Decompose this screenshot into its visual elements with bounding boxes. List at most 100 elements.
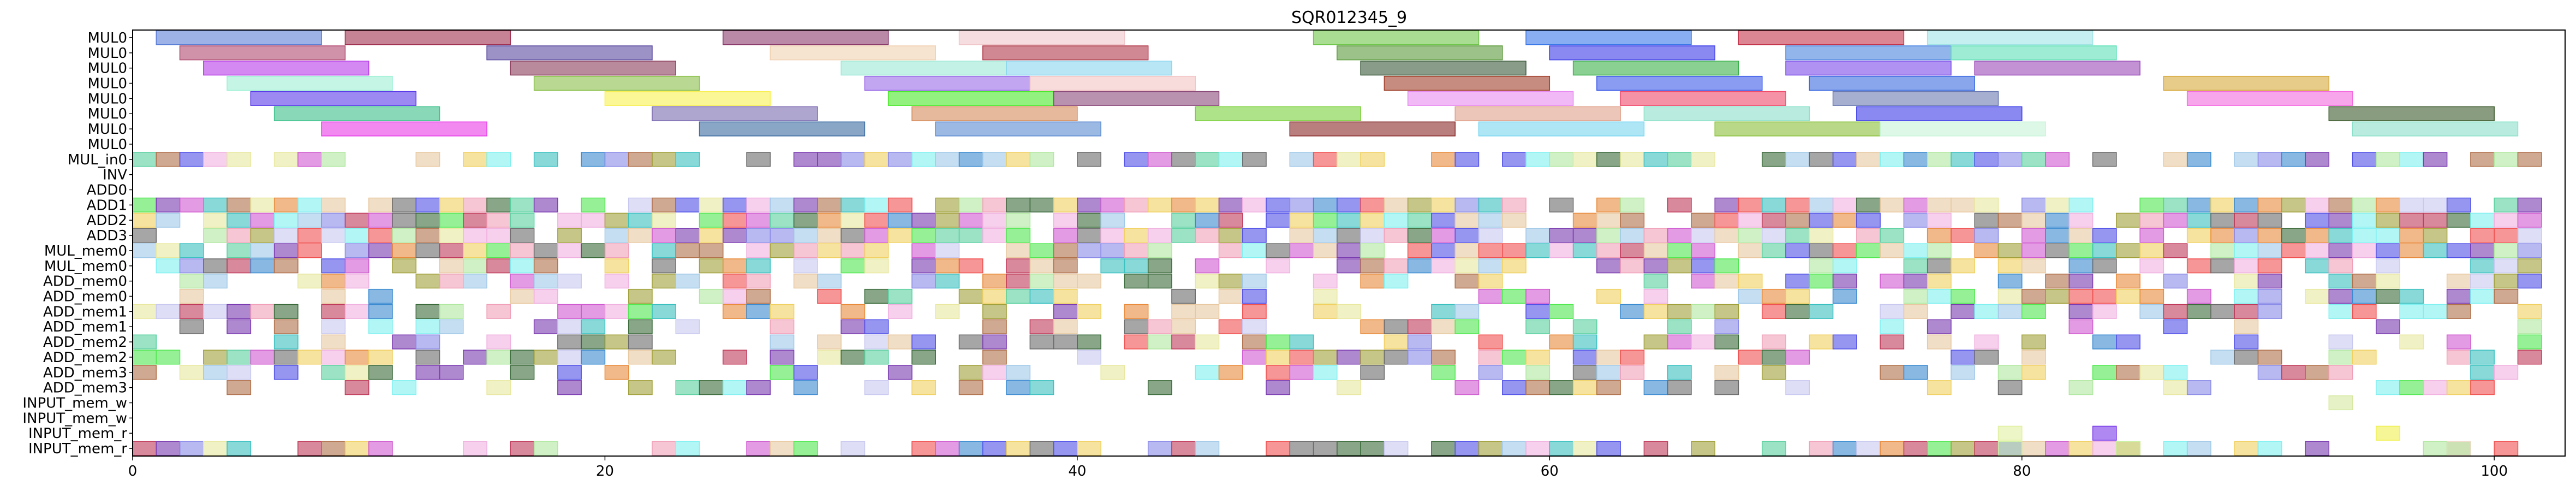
gantt-cell: [935, 258, 960, 274]
gantt-cell: [982, 228, 1007, 243]
gantt-cell: [2423, 243, 2448, 258]
gantt-cell: [864, 288, 889, 304]
gantt-bar: [1407, 91, 1574, 106]
gantt-cell: [1360, 258, 1385, 274]
gantt-cell: [1525, 319, 1551, 334]
y-tick-label: ADD0: [87, 182, 127, 199]
gantt-cell: [1289, 334, 1314, 350]
gantt-cell: [2328, 258, 2353, 274]
gantt-cell: [1903, 274, 1928, 289]
gantt-cell: [2517, 197, 2542, 212]
gantt-cell: [2376, 274, 2400, 289]
gantt-cell: [887, 304, 913, 319]
gantt-cell: [864, 212, 889, 228]
gantt-cell: [1951, 365, 1975, 380]
gantt-cell: [2470, 288, 2495, 304]
gantt-cell: [2139, 212, 2164, 228]
gantt-cell: [1360, 441, 1385, 456]
gantt-cell: [203, 365, 228, 380]
gantt-cell: [2186, 380, 2211, 395]
gantt-cell: [2494, 258, 2519, 274]
gantt-cell: [2234, 288, 2259, 304]
gantt-bar: [1454, 106, 1621, 121]
gantt-cell: [1195, 258, 1220, 274]
gantt-cell: [533, 319, 558, 334]
gantt-cell: [297, 350, 322, 365]
gantt-cell: [2399, 334, 2424, 350]
gantt-cell: [911, 212, 936, 228]
gantt-cell: [2021, 228, 2046, 243]
gantt-cell: [1006, 380, 1031, 395]
gantt-cell: [463, 228, 487, 243]
gantt-cell: [321, 197, 346, 212]
gantt-cell: [2328, 304, 2353, 319]
gantt-cell: [156, 258, 181, 274]
gantt-cell: [723, 197, 747, 212]
gantt-cell: [1195, 212, 1220, 228]
gantt-cell: [1478, 197, 1503, 212]
gantt-cell: [1596, 441, 1621, 456]
gantt-cell: [864, 350, 889, 365]
gantt-cell: [1714, 304, 1739, 319]
gantt-cell: [415, 212, 440, 228]
gantt-cell: [2470, 228, 2495, 243]
gantt-cell: [1454, 228, 1480, 243]
gantt-cell: [746, 212, 771, 228]
gantt-bar: [935, 121, 1101, 137]
gantt-cell: [2068, 243, 2094, 258]
gantt-bar: [1289, 121, 1456, 137]
gantt-cell: [793, 380, 818, 395]
gantt-cell: [510, 365, 535, 380]
gantt-cell: [439, 258, 464, 274]
gantt-cell: [368, 304, 393, 319]
gantt-cell: [1809, 334, 1834, 350]
y-tick-label: ADD2: [87, 212, 127, 229]
gantt-cell: [486, 334, 511, 350]
gantt-cell: [226, 258, 252, 274]
gantt-cell: [439, 197, 464, 212]
gantt-cell: [1384, 350, 1409, 365]
gantt-cell: [1714, 228, 1739, 243]
gantt-cell: [1502, 212, 1526, 228]
gantt-cell: [675, 441, 700, 456]
gantt-cell: [250, 350, 275, 365]
gantt-cell: [581, 350, 606, 365]
gantt-cell: [1927, 243, 1952, 258]
gantt-cell: [699, 197, 724, 212]
gantt-cell: [746, 274, 771, 289]
gantt-cell: [1572, 212, 1597, 228]
gantt-cell: [2352, 212, 2377, 228]
gantt-cell: [1502, 197, 1526, 212]
gantt-cell: [1832, 212, 1857, 228]
gantt-cell: [1384, 319, 1409, 334]
gantt-cell: [1667, 334, 1692, 350]
gantt-cell: [2021, 197, 2046, 212]
gantt-cell: [510, 197, 535, 212]
gantt-cell: [1218, 152, 1243, 167]
gantt-cell: [746, 288, 771, 304]
gantt-cell: [1997, 380, 2023, 395]
gantt-cell: [887, 212, 913, 228]
gantt-cell: [2399, 228, 2424, 243]
gantt-cell: [1667, 228, 1692, 243]
gantt-cell: [2068, 274, 2094, 289]
gantt-cell: [392, 334, 417, 350]
gantt-cell: [2470, 258, 2495, 274]
gantt-bar: [1549, 45, 1715, 61]
gantt-cell: [2305, 212, 2330, 228]
gantt-cell: [935, 212, 960, 228]
gantt-cell: [958, 152, 983, 167]
gantt-cell: [1596, 243, 1621, 258]
gantt-cell: [132, 212, 157, 228]
gantt-cell: [1077, 274, 1101, 289]
gantt-cell: [2305, 243, 2330, 258]
gantt-cell: [1951, 152, 1975, 167]
gantt-cell: [2234, 212, 2259, 228]
gantt-cell: [2470, 365, 2495, 380]
gantt-cell: [1077, 334, 1101, 350]
gantt-cell: [817, 228, 842, 243]
gantt-cell: [699, 228, 724, 243]
gantt-cell: [1762, 441, 1786, 456]
gantt-cell: [2116, 334, 2140, 350]
gantt-cell: [1124, 243, 1149, 258]
